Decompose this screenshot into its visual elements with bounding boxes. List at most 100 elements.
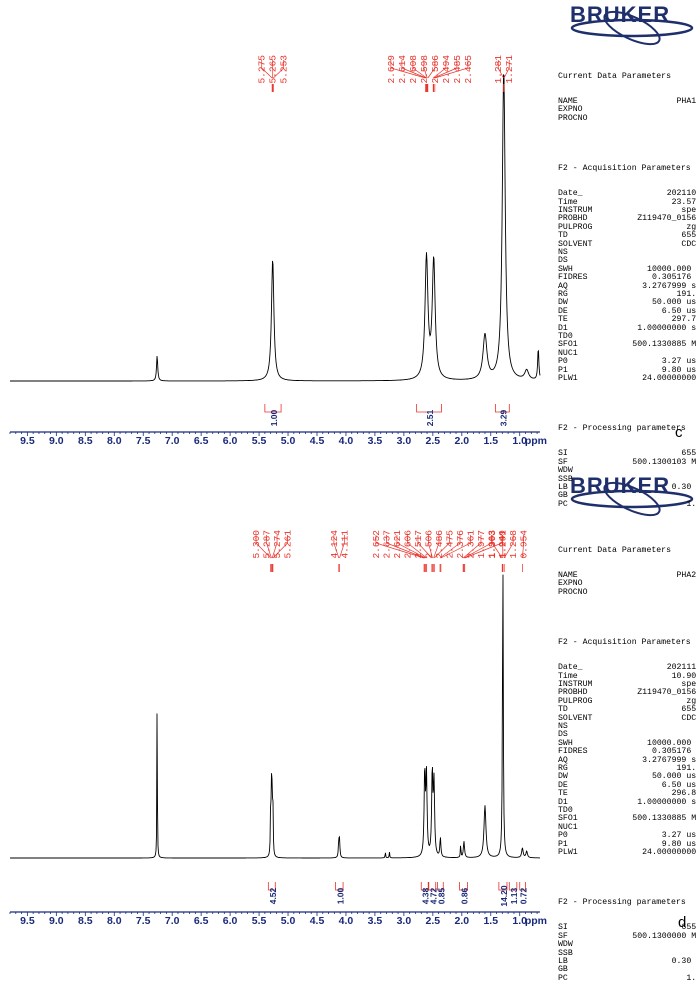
param-value: 1.00000000 sec [637, 325, 696, 333]
x-tick-label: 2.5 [426, 915, 441, 927]
param-row: NS16 [558, 249, 696, 257]
param-row: PROCNO1 [558, 589, 696, 597]
param-value: 24.00000000 W [642, 849, 696, 857]
x-tick-label: 4.5 [310, 915, 325, 927]
peak-shift-label: 2.608 [408, 55, 419, 84]
param-key: DE [558, 308, 662, 316]
param-row: AQ3.2767999 sec [558, 283, 696, 291]
param-value: 500.1300103 MHz [632, 459, 696, 467]
peak-shift-label: 1.268 [508, 530, 519, 559]
peak-shift-label: 1.271 [504, 55, 515, 84]
x-tick-label: 9.0 [49, 915, 64, 927]
peak-shift-label: 1.977 [476, 530, 487, 559]
param-row: SSB0 [558, 950, 696, 958]
panel-label-d: d [678, 914, 686, 931]
param-row: GB0 [558, 492, 696, 500]
bruker-logo: BRUKER [570, 2, 692, 51]
x-tick-label: 4.0 [339, 435, 354, 447]
param-key: DW [558, 773, 652, 781]
param-value: 500.1330885 MHz [632, 815, 696, 823]
param-key: WDW [558, 941, 696, 949]
param-row: PROCNO1 [558, 115, 696, 123]
param-key: WDW [558, 467, 696, 475]
param-value: 0.30 Hz [672, 484, 696, 492]
param-row: PULPROGzg30 [558, 698, 696, 706]
f2-processing-list: SI65536SF500.1300103 MHzWDWEMSSB0LB0.30 … [558, 450, 696, 509]
x-tick-label: 7.0 [165, 915, 180, 927]
peak-shift-label: 0.954 [519, 530, 530, 559]
x-tick-label: 6.0 [223, 435, 238, 447]
param-key: PULPROG [558, 224, 686, 232]
peak-shift-label: 2.621 [392, 530, 403, 559]
param-key: P0 [558, 832, 662, 840]
x-tick-label: 6.5 [194, 435, 209, 447]
param-row: AQ3.2767999 sec [558, 757, 696, 765]
param-row: LB0.30 Hz [558, 484, 696, 492]
x-tick-label: 3.0 [397, 435, 412, 447]
x-tick-label: 7.0 [165, 435, 180, 447]
x-tick-label: 5.0 [281, 435, 296, 447]
peak-shift-label: 5.261 [283, 530, 294, 559]
param-value: 1.00000000 sec [637, 799, 696, 807]
x-tick-label: 4.0 [339, 915, 354, 927]
x-tick-label: 6.5 [194, 915, 209, 927]
integral-value-label: 0.86 [460, 887, 470, 904]
param-key: PLW1 [558, 849, 642, 857]
param-key: NS [558, 723, 696, 731]
x-tick-label: 3.0 [397, 915, 412, 927]
x-tick-label: 7.5 [136, 915, 151, 927]
param-value: CDCl3 [681, 715, 696, 723]
param-key: DW [558, 299, 652, 307]
param-key: PROCNO [558, 115, 696, 123]
param-value: CDCl3 [681, 241, 696, 249]
param-row: PC1.00 [558, 975, 696, 983]
peak-shift-label: 5.265 [268, 55, 279, 84]
param-value: 500.1330885 MHz [632, 341, 696, 349]
integral-value-label: 1.00 [269, 409, 279, 426]
peak-shift-label: 5.300 [251, 530, 262, 559]
param-key: PC [558, 975, 686, 983]
integral-value-label: 1.00 [335, 887, 345, 904]
f2-processing-title: F2 - Processing parameters [558, 899, 696, 907]
peak-shift-label: 5.275 [257, 55, 268, 84]
peak-shift-label: 2.606 [402, 530, 413, 559]
x-tick-label: 1.5 [483, 435, 498, 447]
param-row: SOLVENTCDCl3 [558, 715, 696, 723]
integral-value-label: 4.52 [268, 887, 278, 904]
param-key: PROCNO [558, 589, 696, 597]
x-tick-label: 1.5 [483, 915, 498, 927]
param-row: SOLVENTCDCl3 [558, 241, 696, 249]
peak-shift-label: 2.376 [455, 530, 466, 559]
f2-acquisition-title: F2 - Acquisition Parameters [558, 639, 696, 647]
param-key: LB [558, 958, 672, 966]
param-key: DE [558, 782, 662, 790]
x-tick-label: 3.5 [368, 435, 383, 447]
peak-shift-label: 2.494 [441, 55, 452, 84]
param-key: PC [558, 501, 686, 509]
param-key: FIDRES [558, 748, 652, 756]
x-tick-label: 8.0 [107, 435, 122, 447]
peak-shift-label: 5.253 [279, 55, 290, 84]
spectrum-line [10, 575, 540, 858]
integral-value-label: 3.29 [498, 409, 508, 426]
param-row: WDWEM [558, 941, 696, 949]
param-row: LB0.30 Hz [558, 958, 696, 966]
peak-shift-label: 2.637 [381, 530, 392, 559]
param-key: PULPROG [558, 698, 686, 706]
peak-shift-label: 2.517 [413, 530, 424, 559]
acquisition-parameters-c: Current Data Parameters NAMEPHA1.1EXPNO5… [558, 56, 696, 526]
param-value: 0.30 Hz [672, 958, 696, 966]
param-key: AQ [558, 757, 642, 765]
param-key: GB [558, 966, 696, 974]
x-axis-unit-label: ppm [525, 435, 547, 447]
integral-value-label: 1.13 [509, 887, 519, 904]
f2-acquisition-list: Date_20211111Time10.90 hINSTRUMspectPROB… [558, 664, 696, 857]
peak-shift-label: 2.586 [430, 55, 441, 84]
